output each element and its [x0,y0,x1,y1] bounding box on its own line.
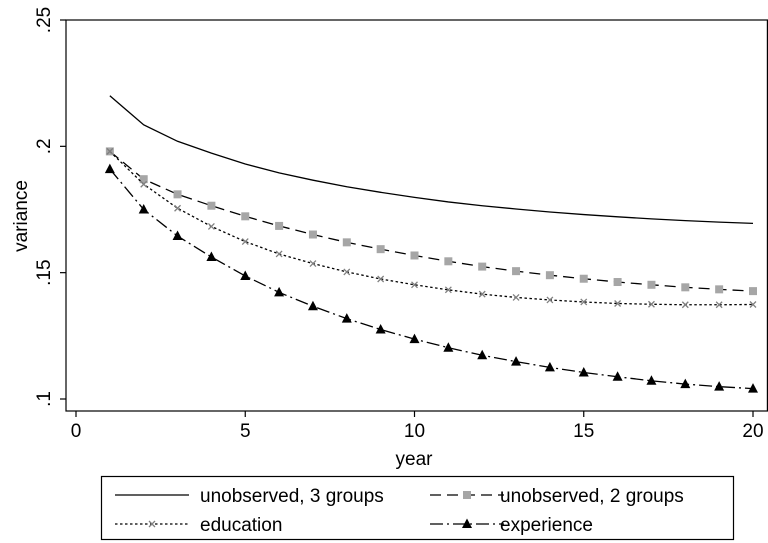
data-point [680,378,691,389]
data-point [138,204,149,214]
legend-marker [462,518,472,528]
series-2 [106,147,757,309]
data-point [140,180,148,188]
data-point [206,251,217,262]
legend-label: experience [500,515,593,536]
data-point [342,238,351,247]
data-point [274,286,285,297]
series-line [109,150,754,306]
data-point [580,298,588,306]
series-layer [104,95,758,393]
x-axis-title: year [396,449,434,470]
data-point [512,293,520,301]
data-point [681,283,690,292]
data-point [106,147,114,155]
data-point [377,275,385,283]
data-point [275,221,284,230]
x-tick-label: 0 [71,421,82,442]
data-point [545,271,554,280]
data-point [544,361,555,372]
data-point [715,285,724,294]
data-point [681,301,689,309]
y-tick-label: .15 [34,259,55,285]
data-point [411,281,418,289]
data-point [444,257,453,266]
data-point [646,375,657,385]
data-point [546,296,554,304]
x-tick-label: 20 [742,421,763,442]
data-point [376,245,385,254]
legend-item-3: experience [430,515,593,536]
legend-item-2: education [115,515,282,536]
data-point [579,274,588,283]
legend-box [100,475,735,541]
data-point [207,201,216,210]
plot-frame [65,19,768,412]
x-tick-label: 15 [573,421,594,442]
legend-marker [463,491,471,499]
data-point [443,342,454,352]
data-point [715,301,723,309]
legend-item-1: unobserved, 2 groups [430,486,684,507]
plot-area [65,19,768,412]
legend-label: unobserved, 3 groups [200,486,384,507]
x-tick-label: 10 [404,421,425,442]
data-point [714,381,725,391]
data-point [647,280,656,289]
data-point [307,300,318,311]
data-point [343,268,351,276]
data-point [477,349,488,360]
data-point [511,356,522,366]
data-point [275,250,283,258]
data-point [613,278,622,287]
legend: unobserved, 3 groups unobserved, 2 groups… [100,475,735,541]
data-point [309,260,317,268]
data-point [512,267,521,276]
legend-marker [148,520,156,528]
y-tick-label: .25 [34,7,55,33]
x-tick-label: 5 [240,421,251,442]
data-point [478,290,486,298]
legend-label: unobserved, 2 groups [500,486,684,507]
data-point [410,251,419,260]
data-point [241,212,250,221]
data-point [578,366,589,377]
legend-item-0: unobserved, 3 groups [115,486,384,507]
y-tick-label: .1 [34,391,55,407]
data-point [612,371,623,381]
legend-label: education [200,515,282,536]
series-line [109,150,754,292]
data-point [341,313,352,323]
data-point [478,262,487,271]
data-point [749,301,757,308]
data-point [614,300,622,307]
data-point [241,238,249,246]
data-point [409,333,420,344]
series-3 [104,163,758,393]
data-point [749,287,757,296]
data-point [308,230,317,239]
data-point [444,286,452,294]
data-point [139,175,148,184]
series-line [109,95,754,225]
y-tick-label: .2 [34,138,55,154]
data-point [104,163,115,174]
data-point [647,300,655,308]
series-0 [109,95,754,225]
data-point [173,190,182,199]
data-point [375,324,386,334]
data-point [207,222,215,230]
data-point [174,204,182,212]
data-point [240,270,251,280]
series-1 [105,147,757,296]
y-axis-title: variance [11,180,32,252]
data-point [748,383,758,393]
data-point [172,230,183,241]
axes: .1 .15 .2 .25 0 5 10 15 20 [34,7,764,442]
series-line [109,168,754,390]
